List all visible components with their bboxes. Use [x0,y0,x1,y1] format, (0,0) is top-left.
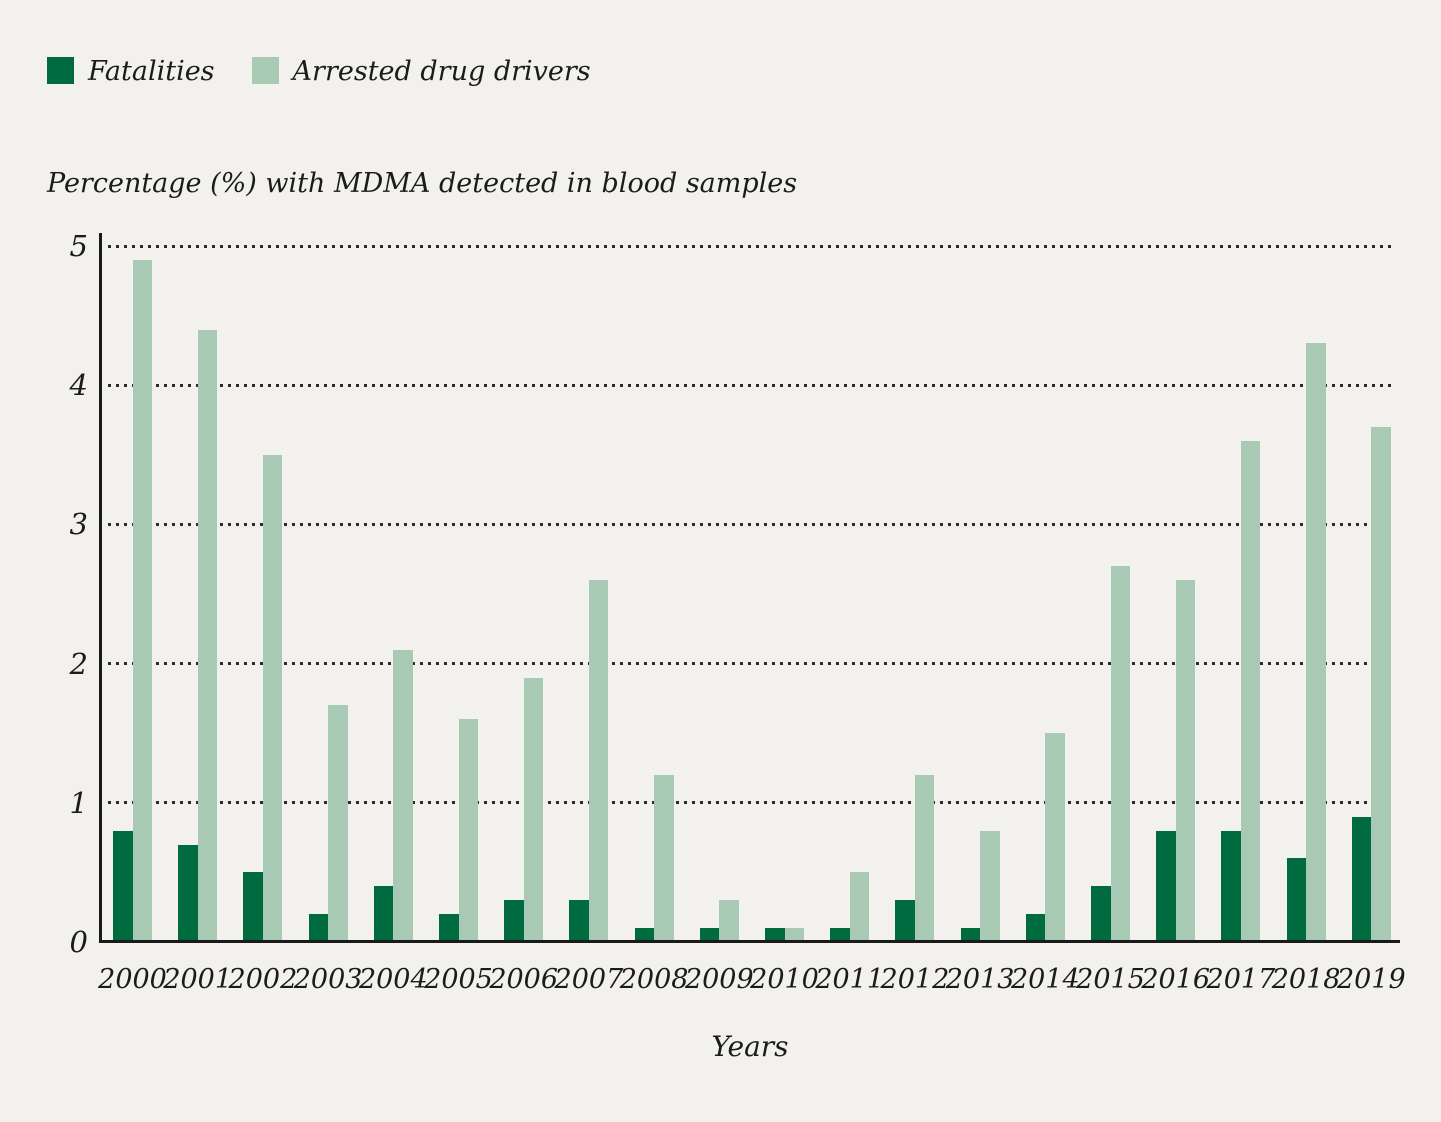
bar-fatalities-2002 [243,872,263,942]
chart-title: Percentage (%) with MDMA detected in blo… [47,168,798,199]
bar-arrested-drug-drivers-2003 [328,705,348,942]
y-tick-label-3: 3 [69,507,88,542]
bar-fatalities-2009 [699,928,720,942]
bar-arrested-drug-drivers-2009 [719,900,739,942]
x-tick-label-2004: 2004 [358,964,428,995]
x-axis-title: Years [711,1030,789,1063]
y-tick-label-0: 0 [69,925,88,959]
legend-swatch-arrested-drug-drivers [251,57,279,84]
bar-fatalities-2005 [439,914,459,942]
bar-fatalities-2015 [1091,886,1111,942]
x-tick-label-2008: 2008 [619,964,689,995]
y-tick-label-4: 4 [69,368,88,403]
legend: Fatalities Arrested drug drivers [47,56,591,85]
bar-fatalities-2012 [895,900,915,942]
bar-arrested-drug-drivers-2019 [1371,426,1391,942]
x-axis-line [99,940,1400,943]
gridline-3 [108,522,1391,526]
x-tick-label-2015: 2015 [1076,964,1145,995]
legend-label-fatalities: Fatalities [88,56,215,87]
bar-arrested-drug-drivers-2016 [1175,580,1196,942]
x-tick-label-2010: 2010 [750,964,819,995]
bar-fatalities-2019 [1351,816,1372,942]
x-tick-label-2009: 2009 [684,964,754,995]
x-tick-label-2007: 2007 [554,964,624,995]
bar-fatalities-2014 [1025,914,1046,942]
y-tick-label-2: 2 [69,646,88,681]
bar-arrested-drug-drivers-2013 [980,830,1000,942]
x-tick-label-2001: 2001 [163,964,233,995]
bar-arrested-drug-drivers-2006 [523,677,544,942]
bar-arrested-drug-drivers-2000 [132,259,152,942]
legend-label-arrested-drug-drivers: Arrested drug drivers [292,56,591,87]
x-tick-label-2003: 2003 [293,964,363,995]
bar-arrested-drug-drivers-2014 [1045,733,1065,942]
bar-arrested-drug-drivers-2008 [654,774,674,942]
x-tick-label-2014: 2014 [1010,964,1080,995]
y-tick-label-1: 1 [69,785,88,820]
x-tick-label-2017: 2017 [1206,964,1276,995]
x-tick-label-2012: 2012 [880,964,950,995]
x-tick-label-2011: 2011 [815,964,885,995]
x-tick-label-2006: 2006 [489,964,559,995]
gridline-2 [108,662,1391,666]
y-tick-label-5: 5 [69,229,88,263]
bar-fatalities-2018 [1286,858,1307,942]
x-tick-label-2002: 2002 [228,964,298,995]
bar-arrested-drug-drivers-2011 [849,872,870,942]
legend-item-arrested-drug-drivers: Arrested drug drivers [251,56,591,87]
bar-arrested-drug-drivers-2005 [458,719,478,942]
gridline-5 [108,244,1391,248]
bar-arrested-drug-drivers-2018 [1306,343,1326,942]
bar-arrested-drug-drivers-2007 [588,580,609,942]
x-tick-label-2013: 2013 [945,964,1015,995]
bar-fatalities-2000 [113,830,133,942]
bar-fatalities-2003 [308,914,329,942]
bar-fatalities-2006 [504,900,524,942]
x-tick-label-2016: 2016 [1141,964,1211,995]
bar-arrested-drug-drivers-2010 [784,928,804,942]
bar-fatalities-2013 [960,928,981,942]
bar-arrested-drug-drivers-2002 [262,454,283,942]
bar-fatalities-2004 [373,886,394,942]
x-tick-label-2005: 2005 [424,964,493,995]
legend-swatch-fatalities [47,57,74,84]
bar-arrested-drug-drivers-2017 [1240,440,1261,942]
y-axis-line [99,233,102,943]
bar-fatalities-2007 [569,900,589,942]
bar-fatalities-2016 [1156,830,1176,942]
gridline-4 [108,383,1391,387]
x-tick-label-2018: 2018 [1271,964,1341,995]
bar-fatalities-2008 [634,928,655,942]
bar-fatalities-2011 [830,928,850,942]
bar-arrested-drug-drivers-2004 [393,649,413,942]
x-tick-label-2000: 2000 [98,964,167,995]
bar-arrested-drug-drivers-2015 [1110,566,1130,942]
x-tick-label-2019: 2019 [1336,964,1406,995]
bar-arrested-drug-drivers-2012 [914,774,935,942]
legend-item-fatalities: Fatalities [47,56,215,85]
bar-fatalities-2017 [1221,830,1241,942]
bar-fatalities-2001 [178,844,198,942]
gridline-1 [108,801,1391,805]
bar-arrested-drug-drivers-2001 [197,329,218,942]
bar-fatalities-2010 [765,928,785,942]
